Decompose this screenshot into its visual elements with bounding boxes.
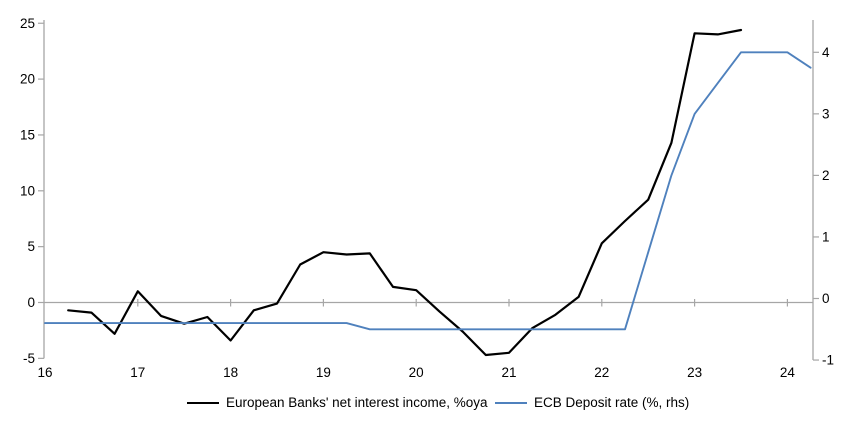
- x-axis-year-label: 20: [409, 365, 424, 380]
- right-axis-tick-label: 1: [822, 229, 830, 244]
- x-axis-year-label: 19: [316, 365, 331, 380]
- left-axis-tick-label: -5: [23, 351, 35, 366]
- series-line-2: [44, 51, 812, 331]
- left-axis-tick-label: 0: [27, 295, 35, 310]
- blue-line-swatch-icon: [495, 402, 527, 404]
- black-line-swatch-icon: [187, 402, 219, 404]
- x-axis-year-label: 17: [130, 365, 145, 380]
- legend-item-net-interest-income: European Banks' net interest income, %oy…: [187, 394, 487, 412]
- x-axis-year-label: 22: [594, 365, 609, 380]
- left-axis-tick-label: 10: [20, 183, 35, 198]
- legend-label-ecb-deposit-rate: ECB Deposit rate (%, rhs): [534, 395, 690, 410]
- right-axis-tick-label: 3: [822, 106, 830, 121]
- legend-item-ecb-deposit-rate: ECB Deposit rate (%, rhs): [495, 394, 689, 412]
- right-axis-tick-label: -1: [822, 353, 834, 368]
- left-axis-tick-label: 25: [20, 16, 35, 31]
- x-axis-year-label: 18: [223, 365, 238, 380]
- x-axis-year-label: 24: [780, 365, 796, 380]
- left-axis-tick-label: 15: [20, 127, 35, 142]
- right-axis-tick-label: 2: [822, 168, 830, 183]
- x-axis-year-label: 16: [37, 365, 52, 380]
- left-axis-tick-label: 5: [27, 239, 35, 254]
- x-axis-year-label: 23: [687, 365, 702, 380]
- left-axis-tick-label: 20: [20, 72, 35, 87]
- x-axis-year-label: 21: [501, 365, 516, 380]
- right-axis-tick-label: 0: [822, 291, 830, 306]
- series-line-1: [67, 28, 743, 357]
- chart-legend: European Banks' net interest income, %oy…: [0, 394, 852, 414]
- legend-label-net-interest-income: European Banks' net interest income, %oy…: [226, 395, 488, 410]
- right-axis-tick-label: 4: [822, 45, 830, 60]
